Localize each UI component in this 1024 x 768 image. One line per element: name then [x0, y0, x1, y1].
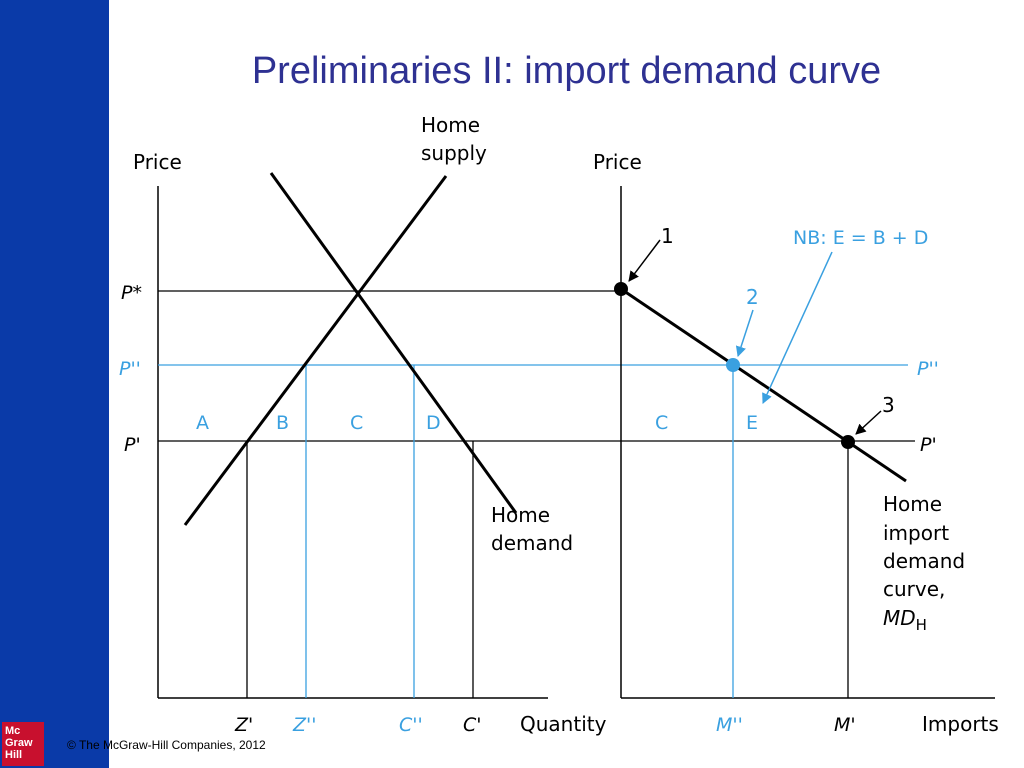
p-double-label-left: P'': [119, 358, 141, 380]
tick-m-prime: M': [834, 714, 856, 736]
curve-label-4: curve,: [883, 577, 945, 601]
arrow-to-point-3: [855, 410, 882, 435]
sidebar-band: [0, 0, 109, 768]
tick-c-prime: C': [463, 714, 482, 736]
p-star-label: P*: [121, 282, 142, 304]
arrow-nb-to-e: [762, 251, 833, 404]
p-double-label-right: P'': [917, 358, 939, 380]
arrow-to-point-2: [735, 309, 754, 357]
point-2-marker: [726, 358, 740, 372]
import-demand-curve: [620, 287, 907, 483]
curve-label-1: Home: [883, 492, 942, 516]
arrow-to-point-1: [628, 239, 661, 282]
logo-line-2: Graw: [5, 737, 33, 749]
home-demand-curve: [269, 172, 518, 514]
mcgraw-hill-logo: Mc Graw Hill: [2, 722, 44, 766]
p-prime-label-right: P': [920, 434, 937, 456]
point-1-marker: [614, 282, 628, 296]
tick-m-double: M'': [716, 714, 743, 736]
nb-note: NB: E = B + D: [793, 227, 928, 249]
right-panel: Price Imports NB: E = B + D 1 2 3 C E P'…: [593, 150, 999, 736]
curve-symbol: MD: [883, 606, 916, 630]
home-supply-label-1: Home: [421, 113, 480, 137]
point-1-label: 1: [661, 224, 674, 248]
tick-z-prime: Z': [234, 714, 253, 736]
point-2-label: 2: [746, 285, 759, 309]
left-panel: Price Quantity Home supply Home demand P…: [119, 113, 915, 736]
area-e-label: E: [746, 412, 758, 434]
tick-z-double: Z'': [292, 714, 316, 736]
area-d-label: D: [426, 412, 441, 434]
home-supply-curve: [183, 175, 448, 526]
logo-line-1: Mc: [5, 725, 21, 737]
curve-label-symbol: MDH: [883, 606, 927, 634]
tick-c-double: C'': [399, 714, 423, 736]
area-c-label-right: C: [655, 412, 668, 434]
right-price-label: Price: [593, 150, 642, 174]
p-prime-label-left: P': [124, 434, 141, 456]
imports-label: Imports: [922, 712, 999, 736]
copyright-notice: © The McGraw-Hill Companies, 2012: [67, 738, 266, 752]
logo-line-3: Hill: [5, 749, 23, 761]
curve-label-2: import: [883, 521, 949, 545]
area-b-label: B: [276, 412, 289, 434]
area-a-label: A: [196, 412, 209, 434]
curve-label-3: demand: [883, 549, 965, 573]
quantity-label: Quantity: [520, 712, 607, 736]
curve-subscript: H: [916, 616, 927, 634]
slide-title: Preliminaries II: import demand curve: [251, 50, 882, 92]
point-3-marker: [841, 435, 855, 449]
home-supply-label-2: supply: [421, 141, 487, 165]
home-demand-label-2: demand: [491, 531, 573, 555]
point-3-label: 3: [882, 393, 895, 417]
home-demand-label-1: Home: [491, 503, 550, 527]
left-price-label: Price: [133, 150, 182, 174]
area-c-label-left: C: [350, 412, 363, 434]
